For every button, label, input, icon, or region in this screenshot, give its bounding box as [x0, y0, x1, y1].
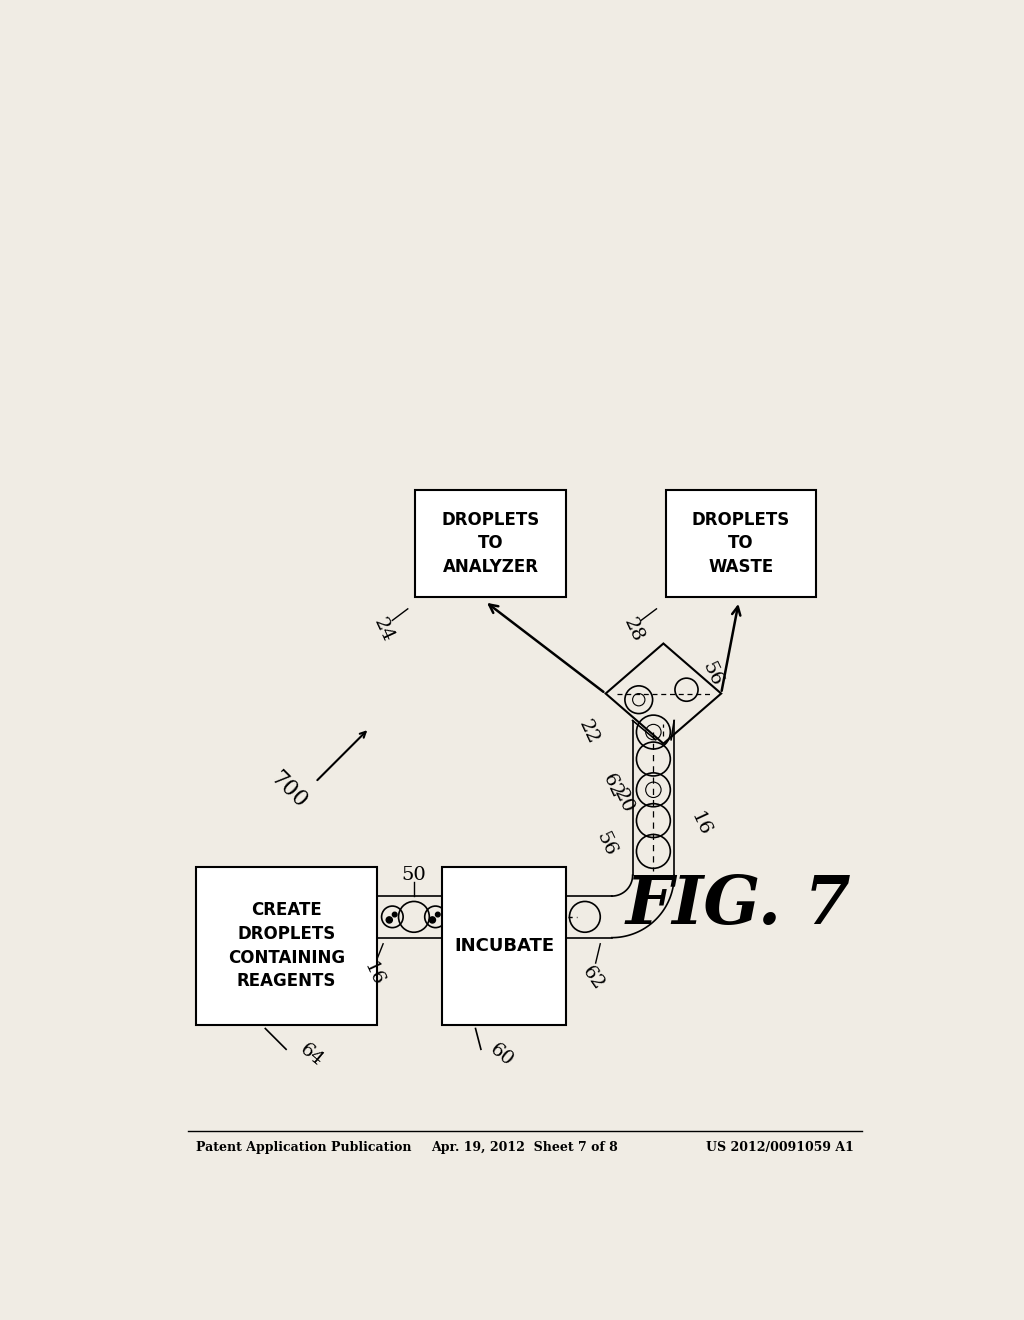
Text: 700: 700 — [265, 767, 311, 813]
Text: 16: 16 — [359, 960, 386, 990]
Circle shape — [435, 912, 440, 917]
Circle shape — [386, 917, 392, 923]
Text: 20: 20 — [609, 787, 637, 816]
Circle shape — [429, 917, 435, 923]
Text: FIG. 7: FIG. 7 — [626, 873, 852, 937]
Bar — [196, 867, 377, 1024]
Text: Apr. 19, 2012  Sheet 7 of 8: Apr. 19, 2012 Sheet 7 of 8 — [431, 1142, 618, 1155]
Bar — [666, 490, 816, 597]
Text: 22: 22 — [575, 717, 602, 747]
Bar — [416, 490, 565, 597]
Text: 28: 28 — [620, 615, 647, 645]
Circle shape — [392, 912, 397, 917]
Bar — [442, 867, 565, 1024]
Text: CREATE
DROPLETS
CONTAINING
REAGENTS: CREATE DROPLETS CONTAINING REAGENTS — [228, 902, 345, 990]
Text: 60: 60 — [486, 1040, 517, 1071]
Text: 56: 56 — [698, 659, 725, 689]
Text: 56: 56 — [593, 829, 620, 859]
Text: 64: 64 — [296, 1040, 327, 1071]
Text: US 2012/0091059 A1: US 2012/0091059 A1 — [707, 1142, 854, 1155]
Text: 24: 24 — [370, 615, 396, 645]
Text: 16: 16 — [686, 809, 714, 840]
Text: 62: 62 — [599, 771, 626, 801]
Text: INCUBATE: INCUBATE — [454, 937, 554, 954]
Text: 62: 62 — [579, 964, 607, 994]
Text: DROPLETS
TO
WASTE: DROPLETS TO WASTE — [691, 511, 790, 576]
Text: Patent Application Publication: Patent Application Publication — [196, 1142, 412, 1155]
Text: 50: 50 — [401, 866, 426, 883]
Text: DROPLETS
TO
ANALYZER: DROPLETS TO ANALYZER — [441, 511, 540, 576]
